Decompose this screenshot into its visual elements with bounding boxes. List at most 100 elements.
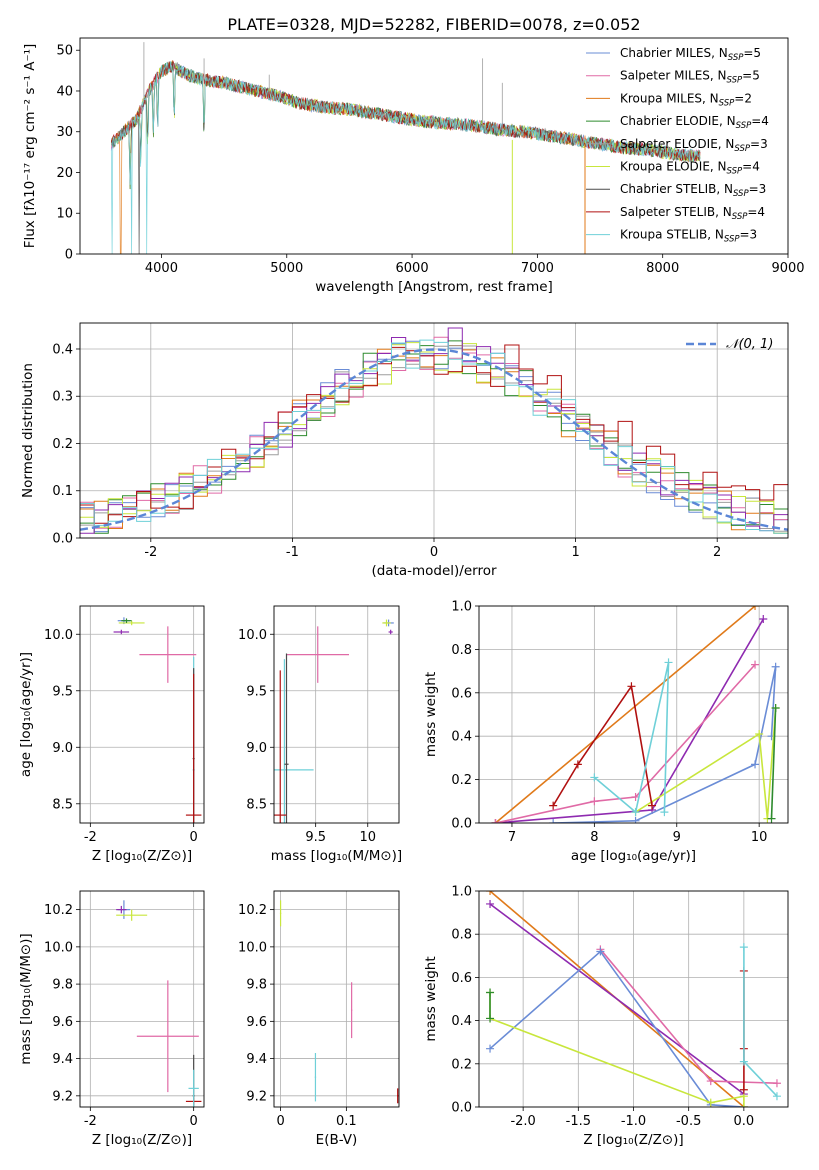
panel-Z_vs_mass: -2 0 9.2 9.4 9.6 9.8 10.0 10.2 Z [log₁₀(Z/Z⊙)] ma… [18, 890, 205, 1148]
y-tick-label: 10.2 [238, 903, 267, 918]
weight-point-marker [486, 1014, 495, 1023]
weight-point-marker [486, 891, 495, 895]
histogram-step-line [80, 339, 788, 534]
legend-label: Kroupa MILES, NSSP=2 [620, 91, 752, 108]
y-tick-label: 1.0 [451, 885, 472, 900]
errorbar-points [113, 617, 202, 823]
errorbar-points [274, 619, 394, 823]
x-tick-label: 2 [713, 545, 721, 560]
legend-suffix: =4 [751, 114, 769, 128]
legend-label: Chabrier STELIB, NSSP=3 [620, 182, 766, 199]
x-axis-label: Z [log₁₀(Z/Z⊙)] [583, 1132, 683, 1148]
panel-spectrum: 4000 5000 6000 7000 8000 9000 0 10 20 30 40 50 wavel… [22, 37, 805, 295]
legend-label: Salpeter STELIB, NSSP=4 [620, 205, 765, 222]
x-tick-label: -1.0 [621, 1114, 646, 1129]
legend-subscript: SSP [719, 98, 735, 108]
weight-lines [486, 891, 781, 1107]
legend-suffix: =4 [747, 205, 765, 219]
legend-subscript: SSP [727, 167, 743, 177]
x-axis-label: age [log₁₀(age/yr)] [571, 848, 696, 864]
x-tick-label: 6000 [396, 261, 429, 276]
axes-frame [478, 890, 789, 1108]
legend-suffix: =5 [742, 69, 760, 83]
x-tick-label: 8 [590, 830, 598, 845]
legend-suffix: =4 [742, 160, 760, 174]
panel-age_vs_mass_weight: 7 8 9 10 0.0 0.2 0.4 0.6 0.8 1.0 age [log₁₀(age/yr… [423, 600, 789, 864]
y-tick-label: 1.0 [451, 600, 472, 615]
y-tick-label: 0.6 [451, 971, 472, 986]
y-tick-label: 9.6 [52, 1015, 73, 1030]
weight-series-line [495, 664, 756, 823]
weight-point-marker [631, 808, 640, 817]
axes-frame [79, 37, 789, 255]
weight-point-marker [596, 947, 605, 956]
y-tick-label: 0.2 [451, 1057, 472, 1072]
x-axis-label: mass [log₁₀(M/M⊙)] [271, 848, 402, 864]
x-axis-label: (data-model)/error [371, 563, 497, 579]
panel-residual_histogram: -2 -1 0 1 2 0.0 0.1 0.2 0.3 0.4 (data-model)/error… [20, 322, 789, 579]
x-tick-label: 8000 [646, 261, 679, 276]
x-tick-label: 0.1 [336, 1114, 357, 1129]
weight-point-marker [755, 730, 764, 739]
y-tick-label: 9.5 [52, 684, 73, 699]
weight-series-line [770, 707, 777, 819]
y-tick-label: 0.8 [451, 643, 472, 658]
weight-point-marker [759, 615, 768, 624]
legend-subscript: SSP [727, 76, 743, 86]
y-tick-label: 10.0 [44, 940, 73, 955]
y-tick-label: 20 [56, 166, 73, 181]
weight-point-marker [767, 814, 776, 823]
x-tick-label: -1.5 [566, 1114, 591, 1129]
legend-subscript: SSP [734, 144, 750, 154]
y-tick-label: 10.0 [238, 940, 267, 955]
y-tick-label: 0.6 [451, 686, 472, 701]
weight-point-marker [590, 797, 599, 806]
weight-point-marker [491, 819, 500, 823]
legend-subscript: SSP [733, 189, 749, 199]
weight-point-marker [772, 1079, 781, 1088]
x-tick-label: 0 [430, 545, 438, 560]
y-tick-label: 9.0 [246, 741, 267, 756]
x-tick-label: 4000 [145, 261, 178, 276]
x-tick-label: 0 [276, 1114, 284, 1129]
x-tick-label: 9 [673, 830, 681, 845]
x-tick-label: 0 [190, 1114, 198, 1129]
y-tick-label: 9.2 [52, 1089, 73, 1104]
legend-suffix: =3 [740, 228, 758, 242]
y-tick-label: 8.5 [52, 797, 73, 812]
x-axis-label: Z [log₁₀(Z/Z⊙)] [92, 848, 192, 864]
x-tick-label: -0.5 [676, 1114, 701, 1129]
y-tick-label: 40 [56, 84, 73, 99]
x-tick-label: 7000 [521, 261, 554, 276]
x-tick-label: -1 [286, 545, 299, 560]
errorbar-points [116, 900, 202, 1107]
legend-subscript: SSP [736, 121, 752, 131]
y-tick-label: 10.0 [44, 628, 73, 643]
y-tick-label: 0.2 [451, 773, 472, 788]
x-tick-label: 0 [190, 830, 198, 845]
y-tick-label: 0.4 [451, 1014, 472, 1029]
y-tick-label: 10.0 [238, 628, 267, 643]
legend-subscript: SSP [732, 212, 748, 222]
x-tick-label: 9000 [771, 261, 804, 276]
weight-point-marker [706, 1098, 715, 1107]
x-axis-label: Z [log₁₀(Z/Z⊙)] [92, 1132, 192, 1148]
y-tick-label: 8.5 [246, 797, 267, 812]
weight-series-line [489, 903, 745, 1095]
weight-point-marker [751, 660, 760, 669]
panel-ebv_vs_mass: 0 0.1 9.2 9.4 9.6 9.8 10.0 10.2 E(B-V) [238, 890, 400, 1148]
x-axis-label: E(B-V) [316, 1132, 358, 1148]
x-tick-label: 9.5 [305, 830, 326, 845]
panel-Z_vs_age: -2 0 8.5 9.0 9.5 10.0 Z [log₁₀(Z/Z⊙)] age [log₁… [18, 605, 205, 864]
y-tick-label: 9.5 [246, 684, 267, 699]
weight-point-marker [771, 703, 780, 712]
y-tick-label: 0 [65, 248, 73, 263]
weight-point-marker [648, 801, 657, 810]
y-tick-label: 9.4 [246, 1052, 267, 1067]
weight-series-line [635, 707, 777, 819]
y-axis-label: Normed distribution [20, 363, 36, 498]
legend-label: 𝒩(0, 1) [726, 337, 773, 352]
axes-frame [478, 605, 789, 824]
y-tick-label: 50 [56, 44, 73, 59]
weight-point-marker [664, 658, 673, 667]
